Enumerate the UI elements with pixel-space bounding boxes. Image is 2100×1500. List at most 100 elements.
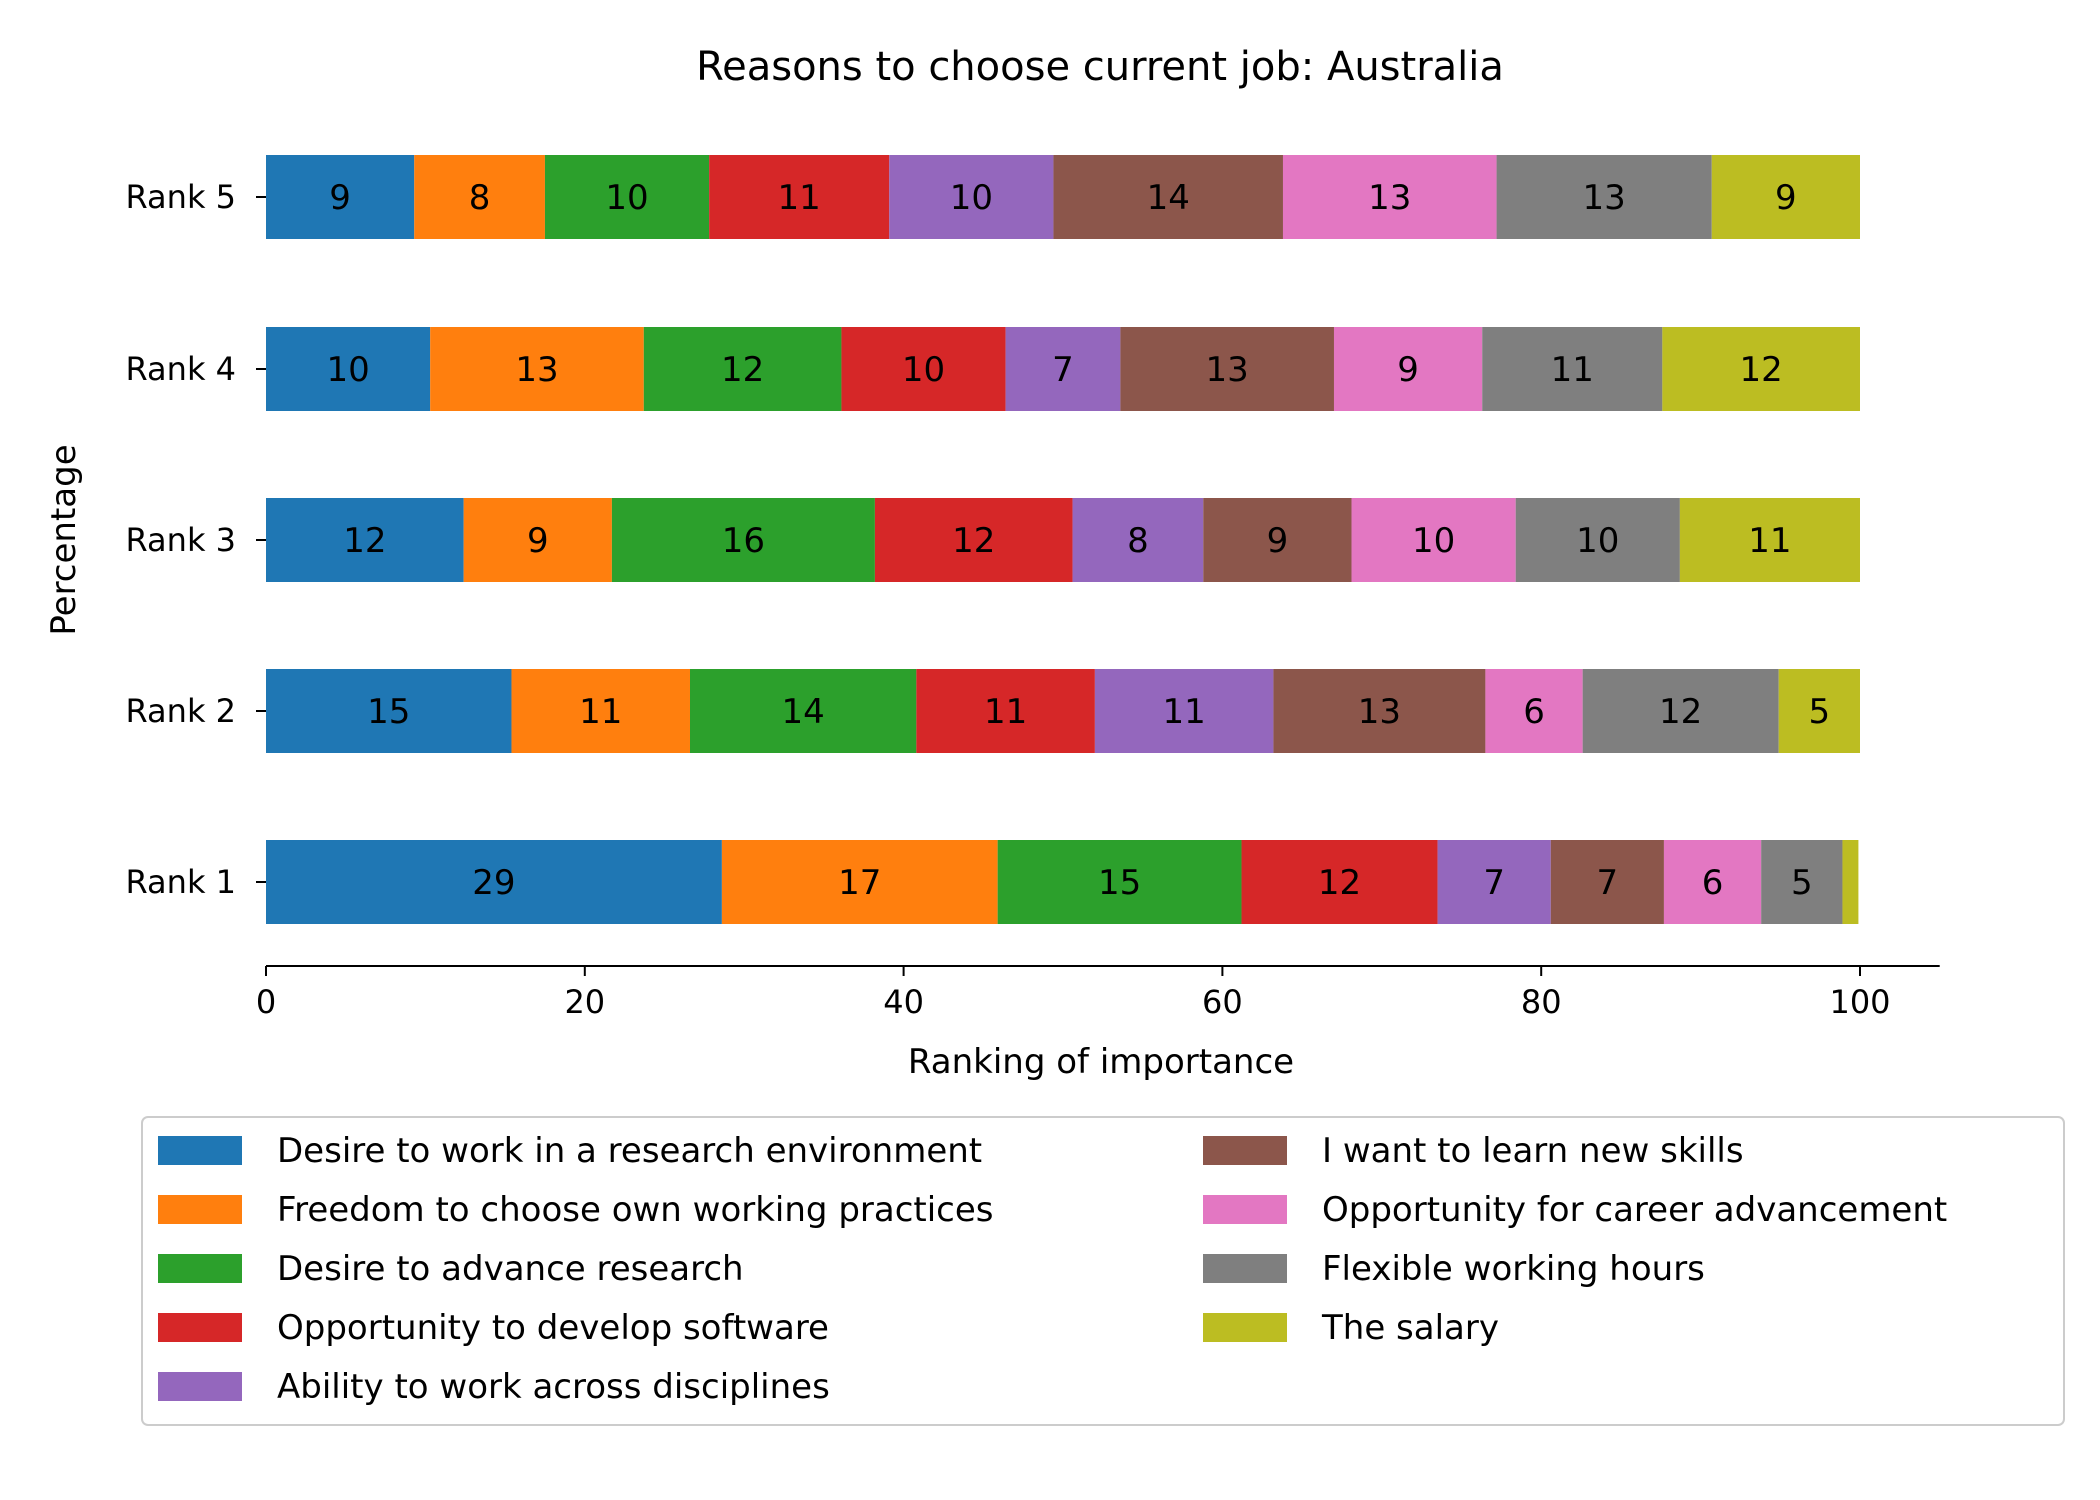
bar-label: 8: [469, 178, 491, 218]
bar-rank-5-the-salary: [1711, 155, 1860, 239]
bar-label: 11: [1163, 692, 1206, 732]
bar-rank-1-opportunity-for-career-advancement: [1663, 840, 1762, 924]
bar-rank-1-desire-to-advance-research: [997, 840, 1242, 924]
bar-rank-3-flexible-working-hours: [1515, 498, 1680, 582]
bar-rank-4-desire-to-advance-research: [643, 327, 842, 411]
bar-rank-4-the-salary: [1662, 327, 1860, 411]
legend: Desire to work in a research environment…: [141, 1116, 2065, 1426]
legend-label: Ability to work across disciplines: [277, 1367, 830, 1407]
bar-label: 11: [984, 692, 1027, 732]
bar-label: 5: [1791, 863, 1813, 903]
bar-label: 10: [950, 178, 993, 218]
legend-swatch: [158, 1195, 242, 1224]
bar-label: 13: [1368, 178, 1411, 218]
bar-rank-4-opportunity-to-develop-software: [841, 327, 1006, 411]
bar-rank-1-opportunity-to-develop-software: [1241, 840, 1438, 924]
bar-label: 13: [1358, 692, 1401, 732]
bar-rank-1-i-want-to-learn-new-skills: [1550, 840, 1664, 924]
bar-rank-2-the-salary: [1778, 669, 1860, 753]
bar-rank-3-opportunity-to-develop-software: [874, 498, 1073, 582]
bar-rank-1-ability-to-work-across-disciplines: [1437, 840, 1551, 924]
legend-swatch: [1203, 1195, 1287, 1224]
bar-rank-3-i-want-to-learn-new-skills: [1203, 498, 1352, 582]
bar-label: 12: [1318, 863, 1361, 903]
x-tick-label: 80: [1521, 983, 1562, 1021]
legend-swatch: [158, 1136, 242, 1165]
bar-label: 6: [1702, 863, 1724, 903]
y-tick-label: Rank 4: [126, 350, 236, 388]
bar-rank-3-ability-to-work-across-disciplines: [1072, 498, 1204, 582]
bar-rank-4-ability-to-work-across-disciplines: [1005, 327, 1121, 411]
legend-frame: [141, 1116, 2065, 1426]
bar-rank-5-opportunity-for-career-advancement: [1282, 155, 1497, 239]
bar-label: 15: [367, 692, 410, 732]
bar-label: 11: [1551, 350, 1594, 390]
bar-rank-2-opportunity-to-develop-software: [916, 669, 1095, 753]
legend-label: Desire to work in a research environment: [277, 1131, 982, 1171]
bar-rank-2-flexible-working-hours: [1582, 669, 1779, 753]
legend-swatch: [1203, 1254, 1287, 1283]
bar-rank-3-opportunity-for-career-advancement: [1351, 498, 1516, 582]
bar-rank-5-opportunity-to-develop-software: [709, 155, 890, 239]
bar-label: 12: [721, 350, 764, 390]
bar-label: 29: [472, 863, 515, 903]
legend-swatch: [158, 1372, 242, 1401]
bar-label: 7: [1597, 863, 1619, 903]
x-tick-label: 100: [1829, 983, 1890, 1021]
bar-label: 8: [1127, 521, 1149, 561]
bar-label: 10: [1412, 521, 1455, 561]
bar-rank-2-desire-to-advance-research: [690, 669, 917, 753]
bar-label: 9: [1267, 521, 1289, 561]
x-tick-label: 60: [1202, 983, 1243, 1021]
bar-rank-4-freedom-to-choose-own-working-practices: [430, 327, 644, 411]
bar-rank-1-the-salary: [1842, 840, 1859, 924]
legend-label: I want to learn new skills: [1322, 1131, 1744, 1171]
bar-label: 11: [778, 178, 821, 218]
x-tick-label: 20: [564, 983, 605, 1021]
legend-label: Opportunity for career advancement: [1322, 1190, 1947, 1230]
y-tick-label: Rank 1: [126, 863, 236, 901]
legend-swatch: [1203, 1136, 1287, 1165]
chart-title: Reasons to choose current job: Australia: [696, 44, 1504, 90]
bar-rank-1-freedom-to-choose-own-working-practices: [721, 840, 998, 924]
bar-label: 17: [838, 863, 881, 903]
x-tick-label: 40: [883, 983, 924, 1021]
x-axis: 0 20 40 60 80 100: [256, 965, 1940, 1021]
bar-rank-4-desire-to-work-in-a-research-environment: [266, 327, 431, 411]
bar-label: 13: [1583, 178, 1626, 218]
bar-label: 13: [1206, 350, 1249, 390]
bar-rank-2-opportunity-for-career-advancement: [1485, 669, 1583, 753]
bar-rank-3-the-salary: [1679, 498, 1860, 582]
bar-rank-4-opportunity-for-career-advancement: [1333, 327, 1483, 411]
bar-label: 12: [343, 521, 386, 561]
legend-swatch: [158, 1254, 242, 1283]
bar-rank-5-i-want-to-learn-new-skills: [1053, 155, 1283, 239]
x-tick-label: 0: [256, 983, 276, 1021]
bar-label: 10: [902, 350, 945, 390]
bar-rank-5-desire-to-work-in-a-research-environment: [266, 155, 415, 239]
y-axis-label: Percentage: [44, 444, 84, 635]
bar-rank-5-desire-to-advance-research: [544, 155, 710, 239]
bar-rank-2-i-want-to-learn-new-skills: [1273, 669, 1486, 753]
bar-rank-3-desire-to-work-in-a-research-environment: [266, 498, 464, 582]
y-tick-label: Rank 5: [126, 178, 236, 216]
bar-label: 14: [1147, 178, 1190, 218]
bar-label: 11: [579, 692, 622, 732]
bar-label: 13: [515, 350, 558, 390]
bar-label: 10: [605, 178, 648, 218]
bar-rank-4-i-want-to-learn-new-skills: [1120, 327, 1334, 411]
x-axis-label: Ranking of importance: [908, 1042, 1294, 1082]
bar-rank-2-freedom-to-choose-own-working-practices: [511, 669, 691, 753]
bar-rank-2-ability-to-work-across-disciplines: [1094, 669, 1274, 753]
bar-label: 5: [1809, 692, 1831, 732]
bar-label: 11: [1748, 521, 1791, 561]
bar-label: 9: [1397, 350, 1419, 390]
bar-label: 10: [326, 350, 369, 390]
bar-label: 9: [527, 521, 549, 561]
bar-rank-5-freedom-to-choose-own-working-practices: [414, 155, 545, 239]
bar-label: 12: [1740, 350, 1783, 390]
y-tick-label: Rank 2: [126, 692, 236, 730]
y-axis: Rank 1 Rank 2 Rank 3 Rank 4 Rank 5: [126, 178, 266, 901]
bar-label: 12: [1659, 692, 1702, 732]
bar-rank-3-desire-to-advance-research: [611, 498, 875, 582]
